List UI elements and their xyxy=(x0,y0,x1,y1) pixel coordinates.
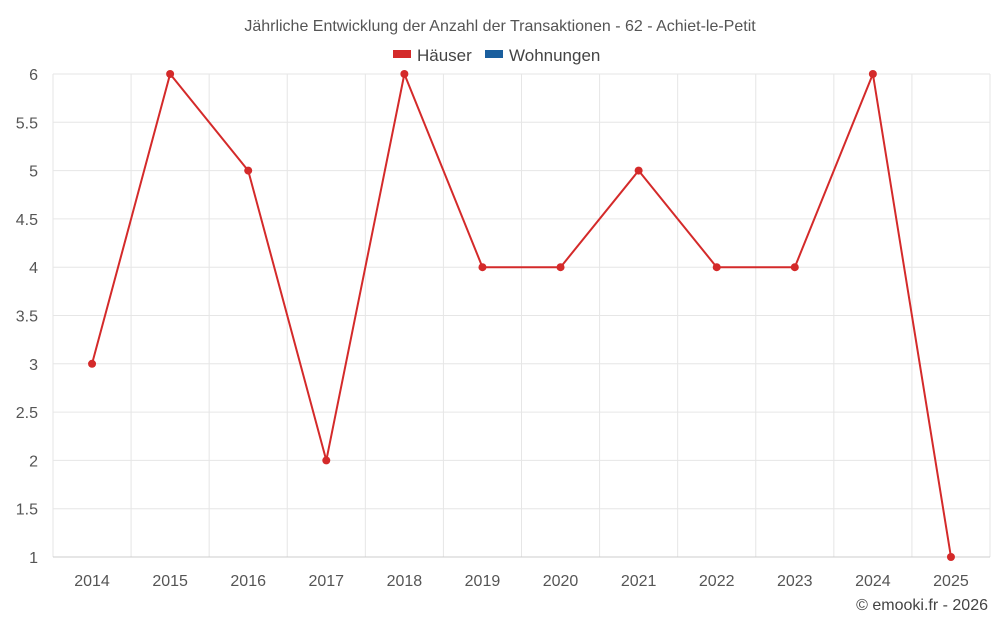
data-point[interactable] xyxy=(478,263,487,272)
x-tick-label: 2025 xyxy=(933,573,969,590)
data-point[interactable] xyxy=(244,166,253,175)
gridlines xyxy=(52,73,991,558)
credit-text: © emooki.fr - 2026 xyxy=(856,597,988,614)
legend-label-wohnungen[interactable]: Wohnungen xyxy=(509,46,600,65)
series-line xyxy=(91,73,952,558)
data-point[interactable] xyxy=(712,263,721,272)
x-tick-label: 2017 xyxy=(308,573,344,590)
x-tick-label: 2015 xyxy=(152,573,188,590)
x-tick-label: 2014 xyxy=(74,573,110,590)
y-tick-label: 2.5 xyxy=(16,405,38,422)
legend-swatch-haeuser xyxy=(393,50,411,58)
y-axis-ticks: 1 1.5 2 2.5 3 3.5 4 4.5 5 5.5 6 xyxy=(16,67,38,567)
data-point[interactable] xyxy=(634,166,643,175)
data-point[interactable] xyxy=(946,553,955,561)
data-point[interactable] xyxy=(88,359,97,368)
data-point[interactable] xyxy=(790,263,799,272)
data-point[interactable] xyxy=(400,70,409,78)
y-tick-label: 1 xyxy=(29,550,38,567)
x-tick-label: 2023 xyxy=(777,573,813,590)
data-point[interactable] xyxy=(322,456,331,465)
legend-swatch-wohnungen xyxy=(485,50,503,58)
data-point[interactable] xyxy=(556,263,565,272)
y-tick-label: 3.5 xyxy=(16,309,38,326)
y-tick-label: 5.5 xyxy=(16,115,38,132)
x-tick-label: 2019 xyxy=(465,573,501,590)
x-tick-label: 2024 xyxy=(855,573,891,590)
x-axis-ticks: 2014 2015 2016 2017 2018 2019 2020 2021 2022 2023… xyxy=(74,573,969,590)
series-haeuser xyxy=(88,70,955,561)
chart-title: Jährliche Entwicklung der Anzahl der Tra… xyxy=(244,18,756,35)
y-tick-label: 4.5 xyxy=(16,212,38,229)
y-tick-label: 6 xyxy=(29,67,38,84)
y-tick-label: 2 xyxy=(29,453,38,470)
y-tick-label: 3 xyxy=(29,357,38,374)
y-tick-label: 5 xyxy=(29,164,38,181)
legend-label-haeuser[interactable]: Häuser xyxy=(417,46,472,65)
data-point[interactable] xyxy=(868,70,877,78)
legend: Häuser Wohnungen xyxy=(393,46,600,65)
x-tick-label: 2020 xyxy=(543,573,579,590)
y-tick-label: 4 xyxy=(29,260,38,277)
x-tick-label: 2018 xyxy=(387,573,423,590)
x-tick-label: 2016 xyxy=(230,573,266,590)
data-point[interactable] xyxy=(166,70,175,78)
y-tick-label: 1.5 xyxy=(16,502,38,519)
x-tick-label: 2022 xyxy=(699,573,735,590)
x-tick-label: 2021 xyxy=(621,573,657,590)
